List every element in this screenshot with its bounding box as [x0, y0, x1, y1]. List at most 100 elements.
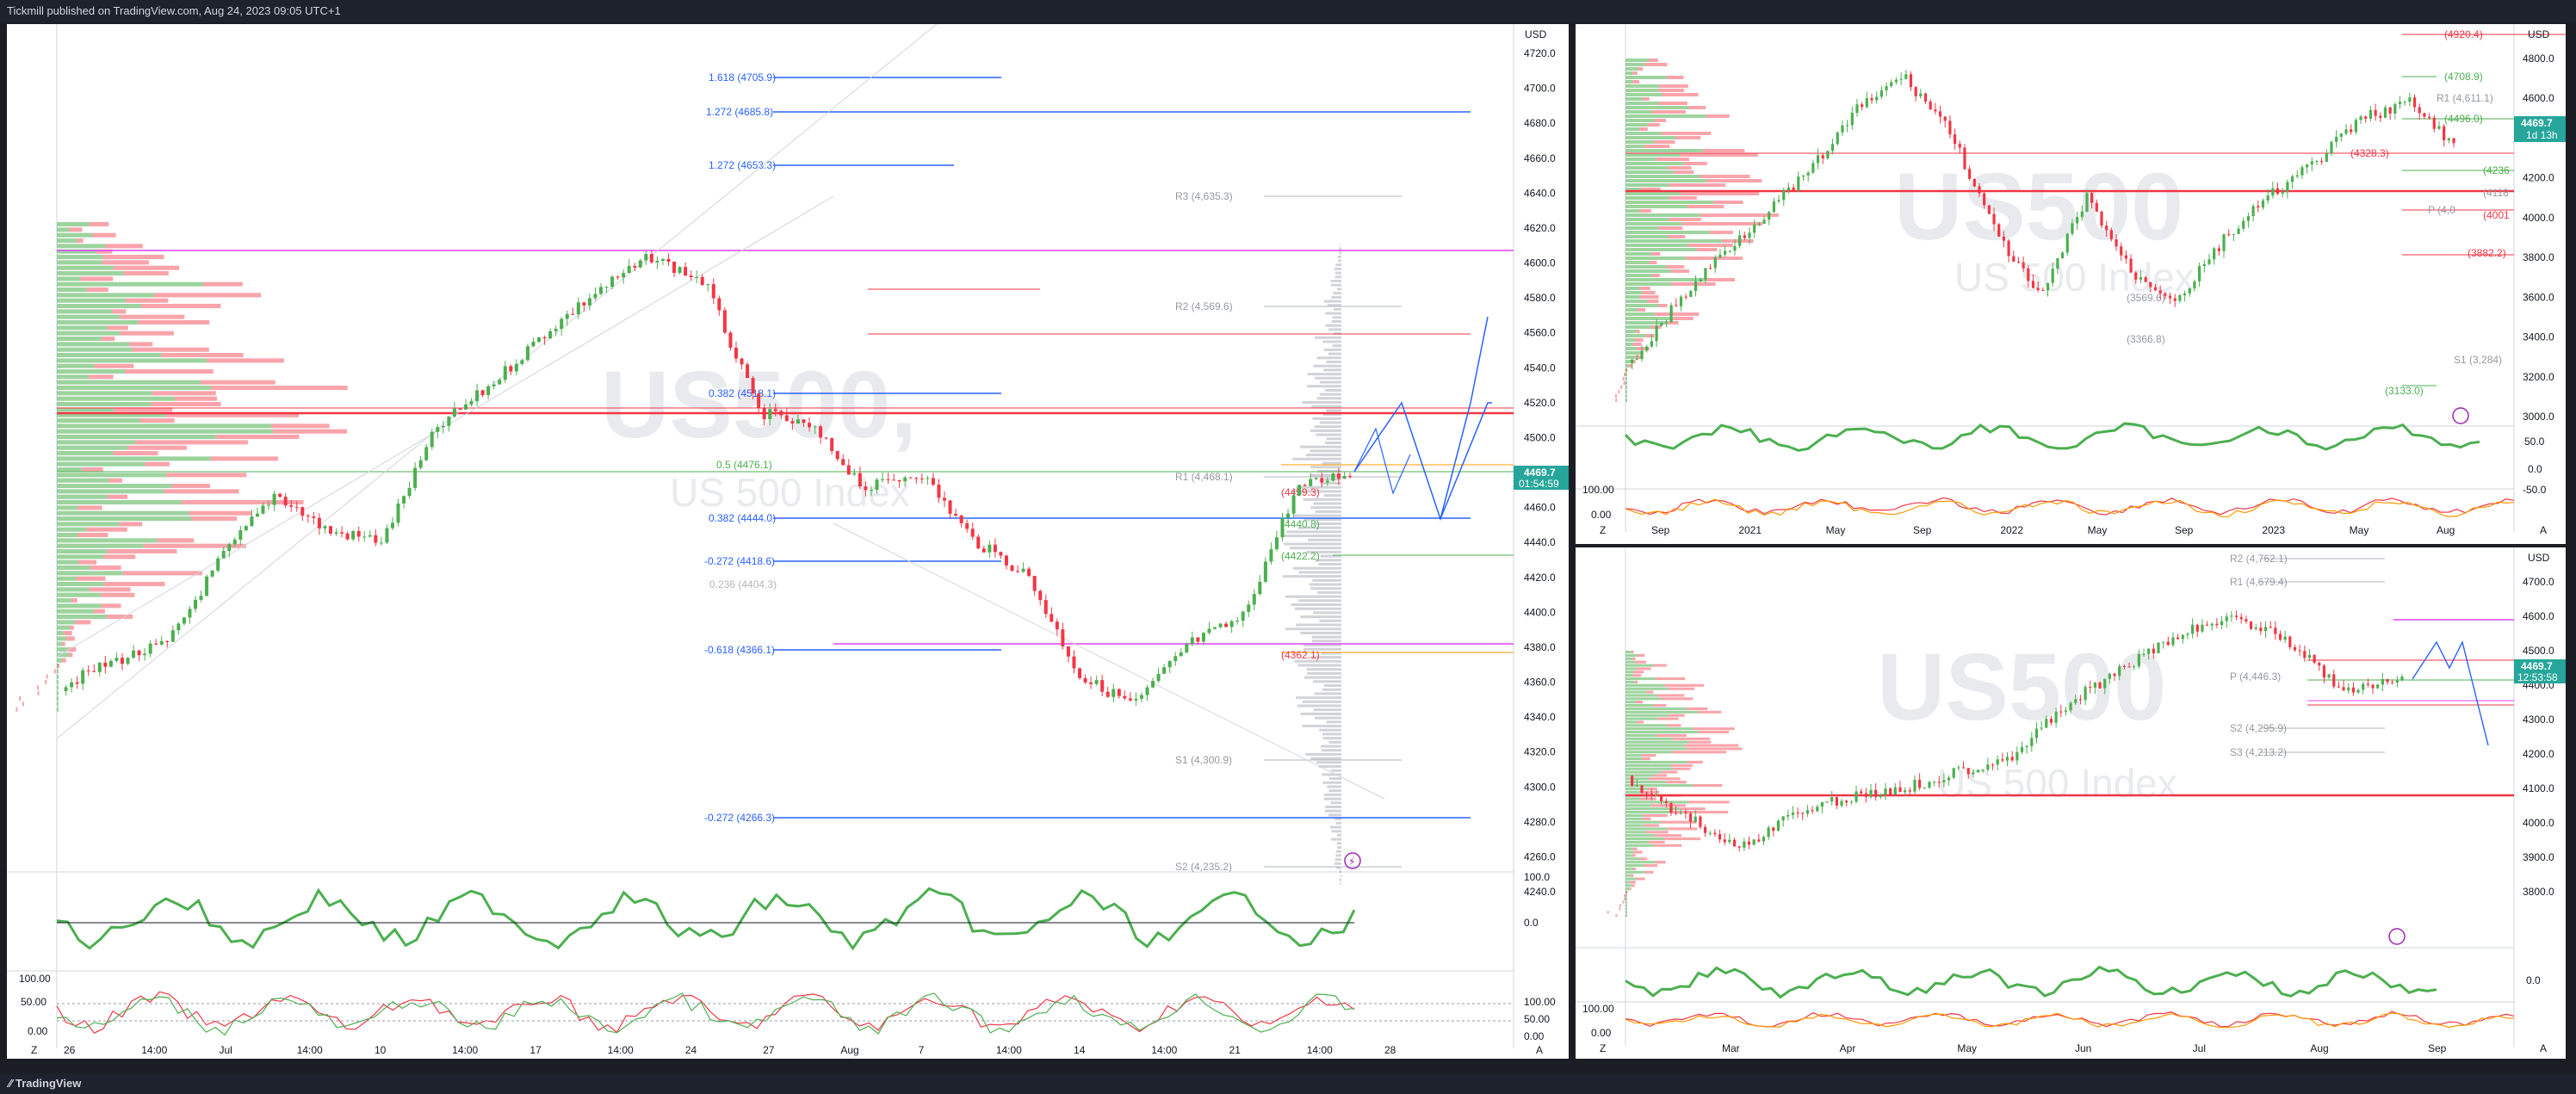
- candle[interactable]: [672, 261, 677, 273]
- candle[interactable]: [1286, 513, 1291, 518]
- candle[interactable]: [1869, 789, 1873, 797]
- candle[interactable]: [2193, 281, 2196, 289]
- candle[interactable]: [1050, 614, 1054, 622]
- candle[interactable]: [137, 650, 141, 656]
- candle[interactable]: [1151, 681, 1155, 688]
- candle[interactable]: [2166, 641, 2170, 646]
- candle[interactable]: [2134, 272, 2138, 280]
- candle[interactable]: [436, 427, 440, 432]
- candle[interactable]: [1757, 839, 1761, 842]
- candle[interactable]: [2105, 226, 2108, 231]
- candle[interactable]: [1660, 323, 1663, 326]
- candle[interactable]: [1032, 575, 1037, 591]
- candle[interactable]: [1820, 801, 1824, 807]
- time-axis[interactable]: Sep 2021 May Sep 2022 May Sep 2023 May Aug: [1651, 524, 2455, 536]
- candle[interactable]: [1336, 473, 1341, 479]
- candle[interactable]: [1094, 680, 1099, 684]
- candle[interactable]: [1699, 816, 1702, 827]
- candle[interactable]: [2230, 615, 2233, 617]
- candle[interactable]: [480, 390, 485, 395]
- candle[interactable]: [2259, 627, 2263, 632]
- candle[interactable]: [1786, 187, 1791, 191]
- candle[interactable]: [1684, 296, 1687, 298]
- candle[interactable]: [2078, 699, 2083, 701]
- daily-chart-svg[interactable]: US500 US 500 Index R2 (4,762.1) R1 (4,67…: [1576, 547, 2566, 1059]
- candle[interactable]: [2393, 104, 2397, 114]
- candle[interactable]: [2239, 616, 2243, 620]
- candle[interactable]: [1855, 104, 1859, 114]
- zoom-reset-button[interactable]: Z: [31, 1044, 37, 1056]
- candle[interactable]: [317, 517, 321, 528]
- projection-path[interactable]: [2412, 640, 2489, 746]
- candle[interactable]: [267, 504, 271, 506]
- candle[interactable]: [1631, 776, 1634, 786]
- candle[interactable]: [2191, 624, 2195, 634]
- candle[interactable]: [2443, 126, 2446, 141]
- candle[interactable]: [1055, 621, 1059, 630]
- candle[interactable]: [205, 576, 209, 596]
- weekly-chart-panel[interactable]: US500 US 500 Index (4920.4) (4708.9) R1 …: [1576, 24, 2566, 544]
- candle[interactable]: [2064, 710, 2068, 712]
- candle[interactable]: [1919, 93, 1923, 96]
- candle[interactable]: [1957, 767, 1960, 769]
- candle[interactable]: [379, 542, 383, 544]
- candle[interactable]: [2129, 258, 2133, 273]
- candle[interactable]: [2254, 627, 2257, 629]
- candle[interactable]: [1723, 839, 1726, 843]
- zoom-reset-button[interactable]: Z: [1600, 1042, 1606, 1054]
- candle[interactable]: [2320, 161, 2324, 163]
- candle[interactable]: [1830, 797, 1834, 802]
- candle[interactable]: [1291, 495, 1296, 514]
- candle[interactable]: [2386, 679, 2389, 683]
- candle[interactable]: [520, 360, 524, 364]
- candle[interactable]: [1331, 473, 1335, 481]
- auto-scale-button[interactable]: A: [2540, 1042, 2547, 1054]
- candle[interactable]: [824, 437, 828, 439]
- candle[interactable]: [2427, 116, 2431, 118]
- candle[interactable]: [2298, 650, 2301, 652]
- candle[interactable]: [2339, 133, 2343, 137]
- auto-scale-button[interactable]: A: [2540, 524, 2547, 536]
- candle[interactable]: [1918, 779, 1922, 788]
- price-axis[interactable]: 4720.0 4700.0 4680.0 4660.0 4640.0 4620.0 4600…: [1524, 47, 1556, 898]
- candle[interactable]: [1792, 187, 1795, 191]
- candle[interactable]: [92, 671, 96, 672]
- candle[interactable]: [808, 423, 812, 428]
- candle[interactable]: [2153, 287, 2158, 291]
- candle[interactable]: [1805, 810, 1810, 814]
- candle[interactable]: [903, 477, 907, 482]
- candle[interactable]: [2195, 624, 2199, 632]
- candle[interactable]: [345, 533, 350, 540]
- candle[interactable]: [1860, 791, 1863, 794]
- candle[interactable]: [1664, 800, 1668, 803]
- candle[interactable]: [2054, 711, 2058, 723]
- candle[interactable]: [1997, 224, 2001, 237]
- candle[interactable]: [2022, 262, 2025, 269]
- candle[interactable]: [1640, 785, 1644, 794]
- candle[interactable]: [2332, 674, 2336, 687]
- candle[interactable]: [1786, 814, 1790, 817]
- candle[interactable]: [1664, 322, 1669, 324]
- candle[interactable]: [869, 490, 873, 491]
- candle[interactable]: [649, 254, 653, 263]
- candle[interactable]: [2178, 295, 2182, 301]
- candle[interactable]: [2318, 662, 2321, 666]
- candle[interactable]: [1953, 134, 1957, 145]
- candle[interactable]: [2016, 261, 2021, 263]
- candle[interactable]: [2237, 228, 2240, 234]
- candle[interactable]: [1297, 485, 1302, 496]
- candle[interactable]: [1247, 604, 1251, 612]
- candle[interactable]: [294, 506, 299, 508]
- candle[interactable]: [1757, 224, 1761, 226]
- candle[interactable]: [182, 617, 186, 624]
- candle[interactable]: [1781, 816, 1785, 821]
- candle[interactable]: [2164, 293, 2167, 296]
- candle[interactable]: [2376, 684, 2380, 689]
- time-axis[interactable]: Mar Apr May Jun Jul Aug Sep: [1722, 1042, 2447, 1054]
- candle[interactable]: [1201, 633, 1205, 642]
- candle[interactable]: [2337, 686, 2341, 688]
- candle[interactable]: [1743, 841, 1746, 848]
- candle[interactable]: [1038, 590, 1043, 601]
- candle[interactable]: [75, 682, 79, 684]
- candle[interactable]: [2007, 240, 2010, 257]
